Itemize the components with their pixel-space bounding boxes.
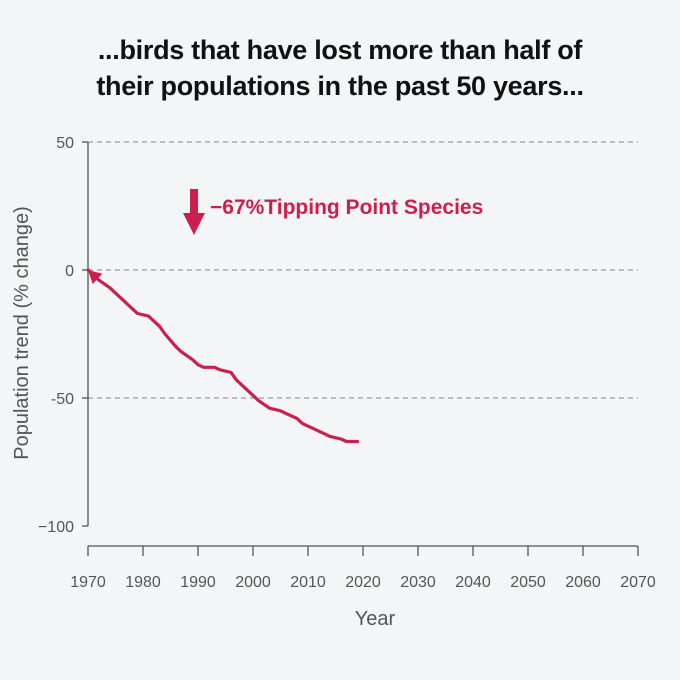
x-tick-label-8: 2050 [510, 574, 546, 591]
annotation-series-name: Tipping Point Species [264, 196, 483, 219]
y-tick-label-0: 50 [56, 135, 74, 152]
x-axis-label: Year [355, 608, 396, 630]
axes-layer: 50 0 -50 −100 1970 1980 1990 2000 2010 2020 2030 20… [38, 135, 656, 591]
grid-layer [88, 141, 638, 399]
annotation-change: −67% [210, 196, 265, 219]
y-tick-label-1: 0 [65, 263, 74, 280]
x-tick-label-4: 2010 [290, 574, 326, 591]
title-line-1: ...birds that have lost more than half o… [97, 35, 583, 65]
y-tick-label-3: −100 [38, 519, 74, 536]
series-layer [86, 268, 360, 444]
x-tick-label-1: 1980 [125, 574, 161, 591]
chart-title: ...birds that have lost more than half o… [0, 32, 680, 104]
annotation-label: −67%Tipping Point Species [210, 196, 483, 219]
y-tick-label-2: -50 [51, 391, 74, 408]
series-start-arrowhead-0 [88, 270, 103, 284]
x-tick-label-6: 2030 [400, 574, 436, 591]
y-axis-label: Population trend (% change) [11, 206, 33, 460]
x-tick-label-2: 1990 [180, 574, 216, 591]
x-tick-label-10: 2070 [620, 574, 656, 591]
down-arrow-head [183, 213, 205, 235]
series-line-0 [86, 268, 360, 444]
x-tick-label-9: 2060 [565, 574, 601, 591]
x-tick-label-3: 2000 [235, 574, 271, 591]
down-arrow-shaft [190, 189, 198, 215]
x-tick-label-5: 2020 [345, 574, 381, 591]
title-line-2: their populations in the past 50 years..… [96, 71, 584, 101]
annotation-layer: −67%Tipping Point Species [183, 189, 483, 235]
x-tick-label-0: 1970 [70, 574, 106, 591]
x-tick-label-7: 2040 [455, 574, 491, 591]
